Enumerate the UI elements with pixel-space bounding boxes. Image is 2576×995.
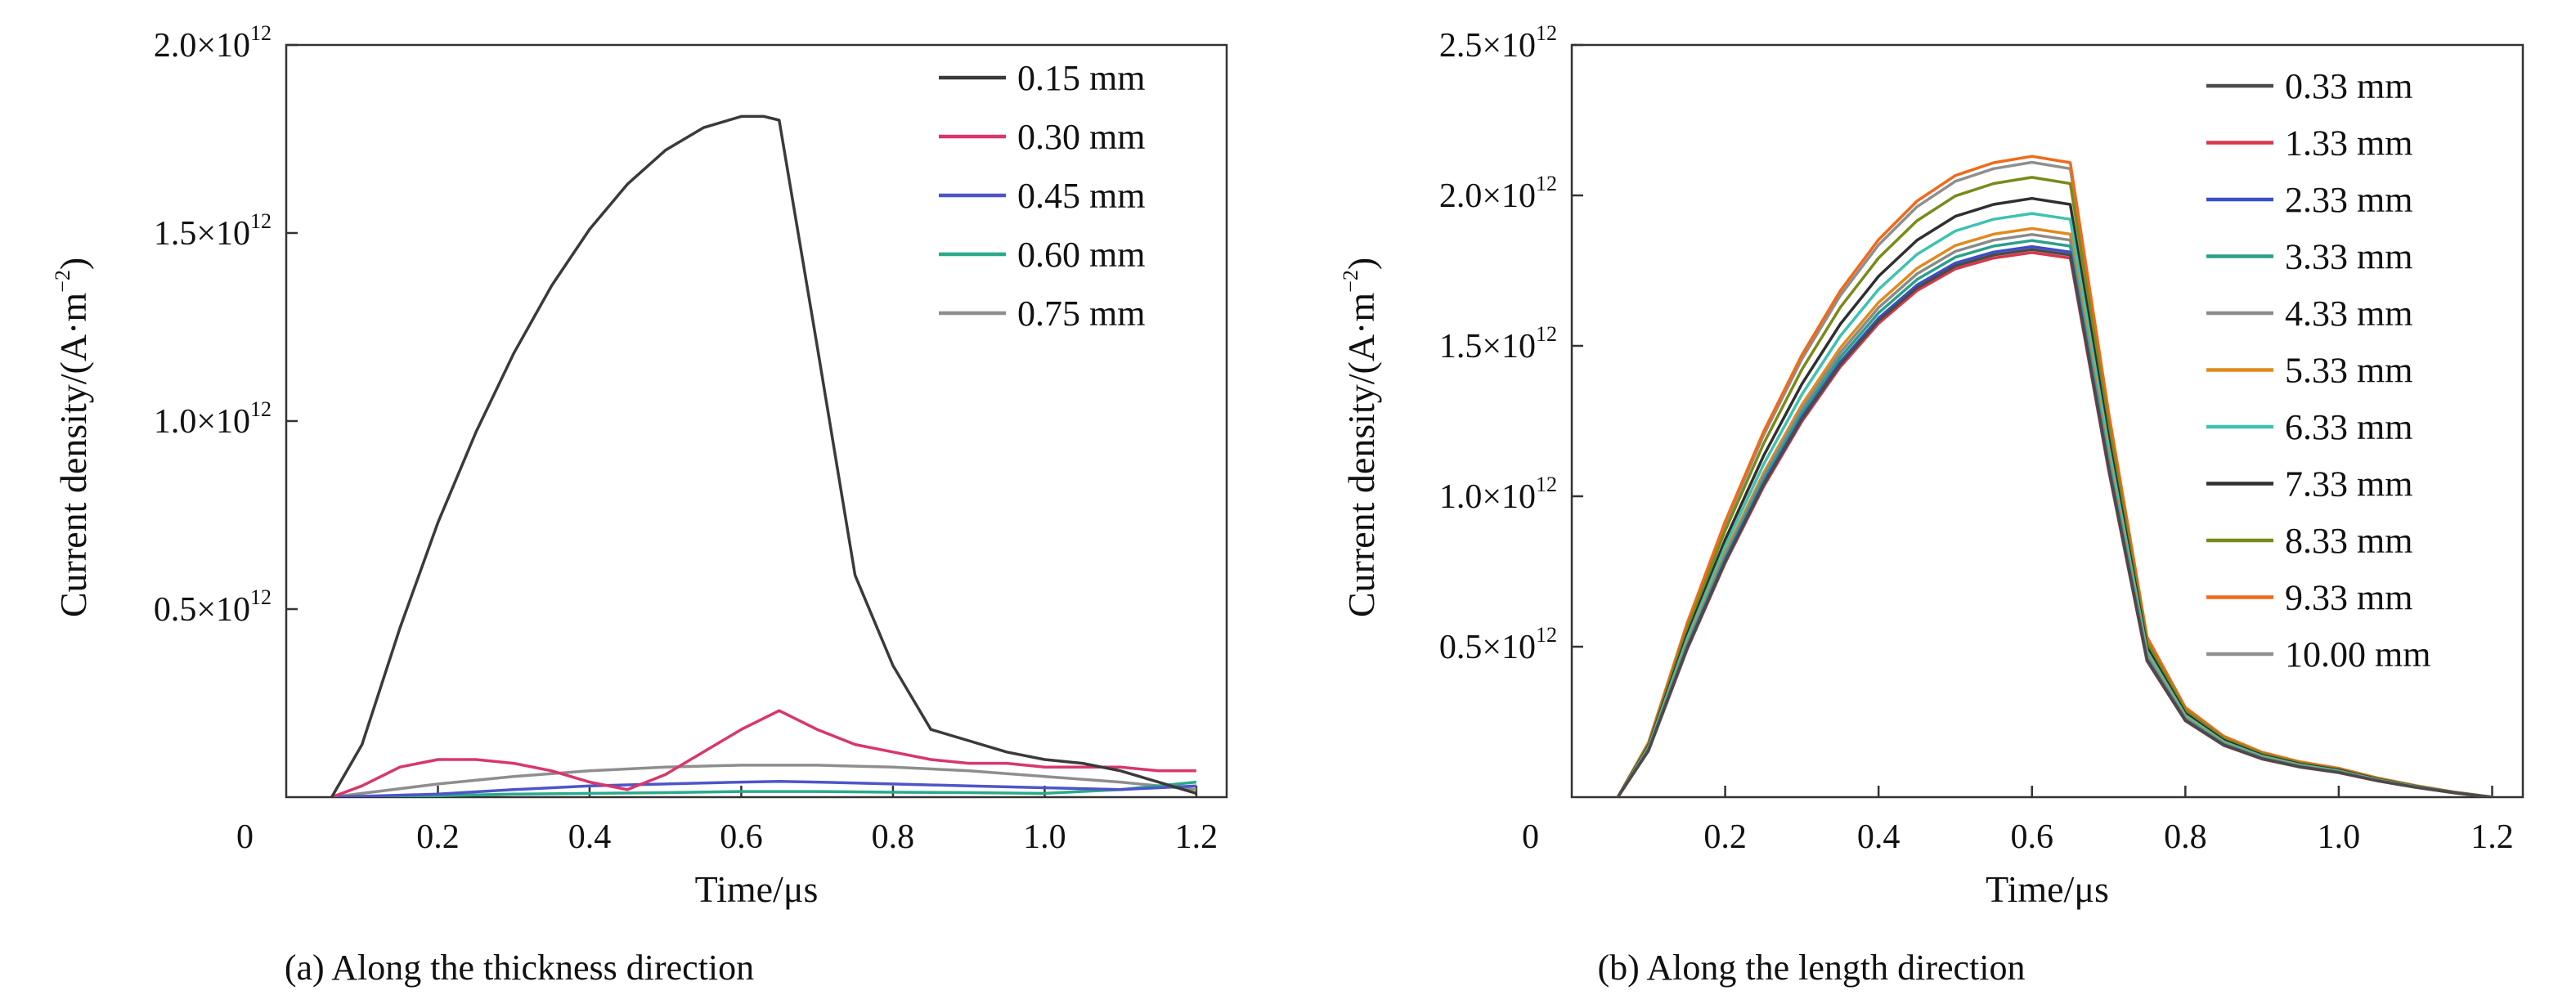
- legend-label: 2.33 mm: [2285, 180, 2412, 220]
- y-axis-label: Current density/(A·m−2): [1339, 258, 1382, 617]
- x-tick-label: 1.0: [1023, 818, 1066, 856]
- y-tick-label: 1.5×1012: [154, 209, 272, 253]
- chart-panel-thickness: 0.2 0.4 0.6 0.8 1.0 1.2 0 0.5×1012 1.0×1012 1.5×1…: [51, 21, 1228, 910]
- series-line: [330, 114, 1197, 797]
- x-tick-label: 0.2: [1703, 818, 1747, 856]
- x-tick-label: 0.8: [2164, 818, 2207, 856]
- legend-label: 7.33 mm: [2285, 464, 2412, 504]
- x-tick-label: 1.0: [2318, 818, 2361, 856]
- legend-label: 8.33 mm: [2285, 521, 2412, 561]
- y-axis-label: Current density/(A·m−2): [51, 258, 94, 617]
- legend-label: 0.60 mm: [1017, 235, 1145, 275]
- legend-label: 9.33 mm: [2285, 578, 2412, 618]
- x-axis-label: Time/μs: [695, 868, 819, 910]
- x-tick-label: 1.2: [2471, 818, 2514, 856]
- legend-label: 5.33 mm: [2285, 351, 2412, 391]
- x-tick-label: 0.4: [1857, 818, 1901, 856]
- legend-label: 0.45 mm: [1017, 176, 1145, 216]
- legend-label: 0.30 mm: [1017, 117, 1145, 157]
- series-line: [331, 764, 1197, 797]
- y-tick-label: 0.5×1012: [154, 585, 272, 629]
- y-tick-label: 2.0×1012: [1439, 172, 1557, 215]
- legend-label: 1.33 mm: [2285, 123, 2412, 164]
- legend-label: 6.33 mm: [2285, 407, 2412, 447]
- x-tick-label: 0.6: [720, 818, 763, 856]
- series-line: [331, 779, 1196, 797]
- series-line: [330, 709, 1196, 797]
- legend-label: 10.00 mm: [2285, 634, 2430, 675]
- series-line: [1616, 248, 2493, 797]
- x-tick-label: 0.8: [872, 818, 915, 856]
- caption-a: (a) Along the thickness direction: [285, 948, 754, 988]
- plot-frame: [285, 43, 1228, 799]
- legend-label: 0.33 mm: [2285, 66, 2412, 106]
- x-tick-label: 0.6: [2010, 818, 2053, 856]
- legend-label: 4.33 mm: [2285, 294, 2412, 334]
- plot-frame: [1570, 43, 2524, 799]
- origin-label: 0: [1522, 818, 1539, 856]
- caption-b: (b) Along the length direction: [1598, 948, 2026, 988]
- x-axis-label: Time/μs: [1986, 868, 2109, 910]
- y-tick-label: 2.0×1012: [154, 21, 272, 65]
- chart-panel-length: 0.2 0.4 0.6 0.8 1.0 1.2 0 0.5×1012 1.0×1012 1.5×1…: [1339, 21, 2524, 910]
- x-tick-label: 0.4: [568, 818, 612, 856]
- y-tick-label: 2.5×1012: [1439, 21, 1557, 65]
- y-tick-label: 1.0×1012: [1439, 473, 1557, 516]
- origin-label: 0: [236, 818, 254, 856]
- y-tick-label: 0.5×1012: [1439, 623, 1557, 666]
- legend-label: 3.33 mm: [2285, 237, 2412, 277]
- x-tick-label: 1.2: [1175, 818, 1218, 856]
- y-tick-label: 1.0×1012: [154, 397, 272, 441]
- legend-label: 0.75 mm: [1017, 294, 1145, 334]
- legend-label: 0.15 mm: [1017, 58, 1145, 98]
- series-line: [331, 780, 1197, 797]
- x-tick-label: 0.2: [416, 818, 460, 856]
- y-tick-label: 1.5×1012: [1439, 322, 1557, 365]
